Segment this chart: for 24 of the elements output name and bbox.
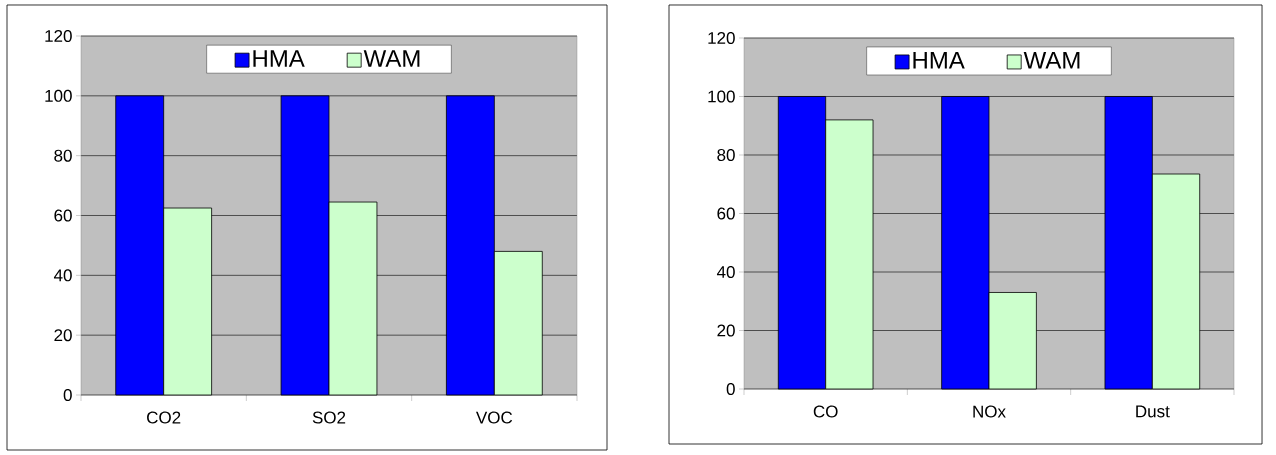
- y-tick-label: 40: [53, 269, 72, 282]
- legend-label: HMA: [913, 51, 965, 69]
- y-tick-label: 80: [717, 148, 735, 162]
- legend-label: HMA: [253, 50, 305, 67]
- y-tick-label: 120: [45, 29, 72, 43]
- x-tick-label: VOC: [476, 411, 513, 424]
- y-tick-label: 120: [708, 31, 735, 45]
- x-tick-label: Dust: [1136, 405, 1170, 418]
- x-tick-label: CO: [813, 405, 838, 418]
- y-tick-label: 0: [726, 382, 735, 396]
- y-tick-label: 20: [54, 329, 72, 342]
- x-tick-label: NOx: [973, 405, 1006, 418]
- y-tick-label: 100: [708, 90, 735, 103]
- legend-label: WAM: [363, 50, 420, 67]
- y-tick-label: 20: [717, 324, 735, 337]
- y-tick-label: 60: [717, 207, 735, 220]
- legend-label: WAM: [1023, 51, 1080, 69]
- y-tick-label: 0: [63, 388, 72, 402]
- y-tick-label: 60: [54, 209, 72, 222]
- x-tick-label: CO2: [147, 411, 181, 424]
- x-tick-label: SO2: [312, 411, 346, 424]
- y-tick-label: 40: [716, 265, 735, 279]
- y-tick-label: 100: [45, 89, 72, 102]
- y-tick-label: 80: [54, 149, 72, 162]
